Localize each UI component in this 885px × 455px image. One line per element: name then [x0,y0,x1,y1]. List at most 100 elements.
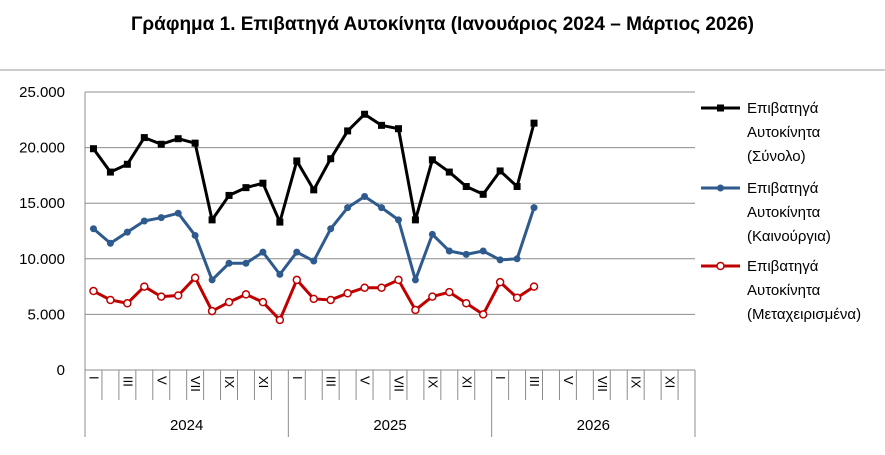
data-point [225,191,233,199]
data-point [293,157,301,165]
data-point [123,299,132,308]
data-point [394,125,402,133]
data-point [276,270,284,278]
data-point [275,315,285,325]
legend-label: Επιβατηγά [747,180,819,197]
series-line [92,112,536,224]
y-tick-label: 0 [57,362,65,379]
data-point [360,283,369,292]
year-label: 2025 [373,417,406,434]
data-point [327,225,335,233]
data-point [327,155,335,163]
data-point [428,292,437,301]
data-point [224,297,234,307]
data-point [428,230,436,238]
data-point [411,276,419,284]
data-point [496,167,504,175]
data-point [190,273,200,282]
data-point [207,306,217,316]
x-tick-label: I [86,376,101,380]
data-point [530,119,538,127]
year-label: 2026 [577,417,610,434]
data-point [716,261,725,271]
data-point [462,183,470,191]
x-tick-label: VII [391,376,406,392]
legend-label: Αυτοκίνητα [747,204,821,221]
data-point [123,160,131,168]
data-point [191,231,199,239]
y-tick-label: 25.000 [19,84,65,101]
legend-entry: Επιβατηγά Αυτοκίνητα (Καινούργια) [701,180,831,245]
legend-label: Αυτοκίνητα [747,124,821,141]
data-point [174,135,182,143]
data-point [530,204,538,212]
x-tick-label: I [290,376,305,380]
x-axis: I III V VII IX XI I III V VII IX XI I III V VII IX XI2024… [84,369,696,437]
data-point [140,134,148,142]
data-point [191,139,199,147]
data-point [479,247,487,255]
data-point [496,256,504,264]
data-point [157,140,165,148]
series-2 [89,193,538,284]
data-point [428,156,436,164]
data-point [106,239,114,247]
data-point [445,287,454,297]
x-tick-label: XI [459,376,474,388]
x-tick-label: XI [256,376,271,388]
x-tick-label: IX [425,376,440,389]
data-point [377,283,386,292]
legend-label: Επιβατηγά [747,100,819,117]
gridlines [85,91,695,315]
data-point [225,259,233,267]
data-point [495,277,505,287]
data-point [478,310,488,319]
x-tick-label: I [493,376,508,380]
data-point [361,193,369,201]
data-point [89,225,97,233]
data-point [89,286,98,296]
data-point [258,297,268,307]
x-tick-label: III [120,376,135,387]
data-point [276,218,284,226]
data-point [513,183,521,191]
data-point [140,282,149,291]
data-point [310,257,318,265]
data-point [445,168,453,176]
legend-entry: Επιβατηγά Αυτοκίνητα (Σύνολο) [701,100,821,165]
legend-label: (Σύνολο) [747,148,806,165]
data-point [157,214,165,222]
year-label: 2024 [170,417,203,434]
data-point [259,248,267,256]
data-point [123,228,131,236]
legend-label: (Μεταχειρισμένα) [747,306,861,323]
legend-label: Αυτοκίνητα [747,282,821,299]
legend-entry: Επιβατηγά Αυτοκίνητα (Μεταχειρισμένα) [701,258,861,323]
data-point [157,292,166,301]
data-point [717,184,724,192]
data-point [513,255,521,263]
data-point [411,216,419,224]
series-line [92,195,536,282]
data-point [242,184,250,192]
data-point [361,110,369,118]
data-point [89,145,97,153]
x-tick-label: III [324,376,339,387]
x-tick-label: VII [188,376,203,392]
data-point [479,190,487,198]
chart-title: Γράφημα 1. Επιβατηγά Αυτοκίνητα (Ιανουάρ… [131,14,754,35]
data-point [378,204,386,212]
data-point [173,291,183,300]
data-point [242,259,250,267]
y-tick-label: 20.000 [19,140,65,157]
x-tick-label: V [358,376,373,385]
y-tick-label: 5.000 [27,306,65,323]
data-point [462,299,471,308]
data-point [310,186,318,194]
y-tick-label: 10.000 [19,251,65,268]
data-point [106,168,114,176]
data-point [411,305,420,315]
y-axis: 0 5.000 10.000 15.000 20.000 25.000 [19,84,86,379]
data-point [445,247,453,255]
